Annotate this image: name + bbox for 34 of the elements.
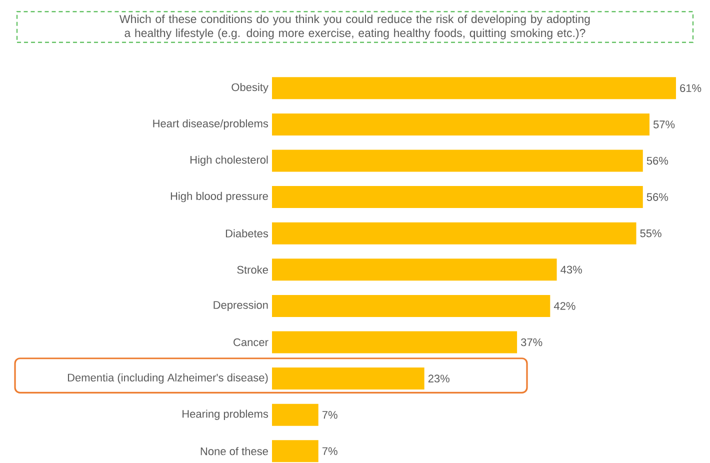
data-label: 56% — [646, 193, 668, 201]
data-label: 7% — [322, 447, 338, 455]
y-tick-label: High blood pressure — [170, 192, 268, 202]
data-label: 55% — [640, 229, 662, 238]
bar — [272, 186, 643, 208]
y-tick-label: None of these — [200, 447, 268, 456]
bar — [272, 368, 424, 390]
bar — [272, 222, 636, 244]
data-label: 37% — [521, 338, 542, 346]
bar — [272, 331, 518, 354]
bar — [272, 404, 318, 426]
data-label: 42% — [554, 302, 576, 310]
data-label: 57% — [653, 120, 675, 128]
data-label: 56% — [646, 156, 668, 165]
y-tick-label: High cholesterol — [190, 156, 268, 166]
bar — [272, 150, 643, 172]
y-tick-label: Stroke — [237, 266, 268, 274]
y-tick-label: Obesity — [232, 83, 268, 94]
chart-title: Which of these conditions do you think you could reduce the risk of developing by adopting a healthy lifestyle (e.g. doing more exercise, eating healthy foods, quitting smoking etc.)? — [119, 14, 590, 40]
y-tick-label: Hearing problems — [182, 410, 268, 420]
y-tick-label: Heart disease/problems — [153, 119, 268, 130]
data-label: 7% — [322, 411, 338, 419]
y-tick-label: Diabetes — [226, 229, 268, 238]
bar — [272, 258, 557, 281]
data-label: 43% — [560, 266, 582, 274]
bar — [272, 294, 550, 317]
bar — [272, 440, 318, 462]
bar — [272, 113, 650, 136]
y-tick-label: Depression — [214, 300, 268, 312]
bar — [272, 77, 676, 100]
data-label: 61% — [680, 84, 702, 92]
data-label: 23% — [428, 374, 450, 382]
y-tick-label: Cancer — [234, 338, 268, 346]
y-tick-label: Dementia (including Alzheimer's disease) — [68, 373, 268, 384]
